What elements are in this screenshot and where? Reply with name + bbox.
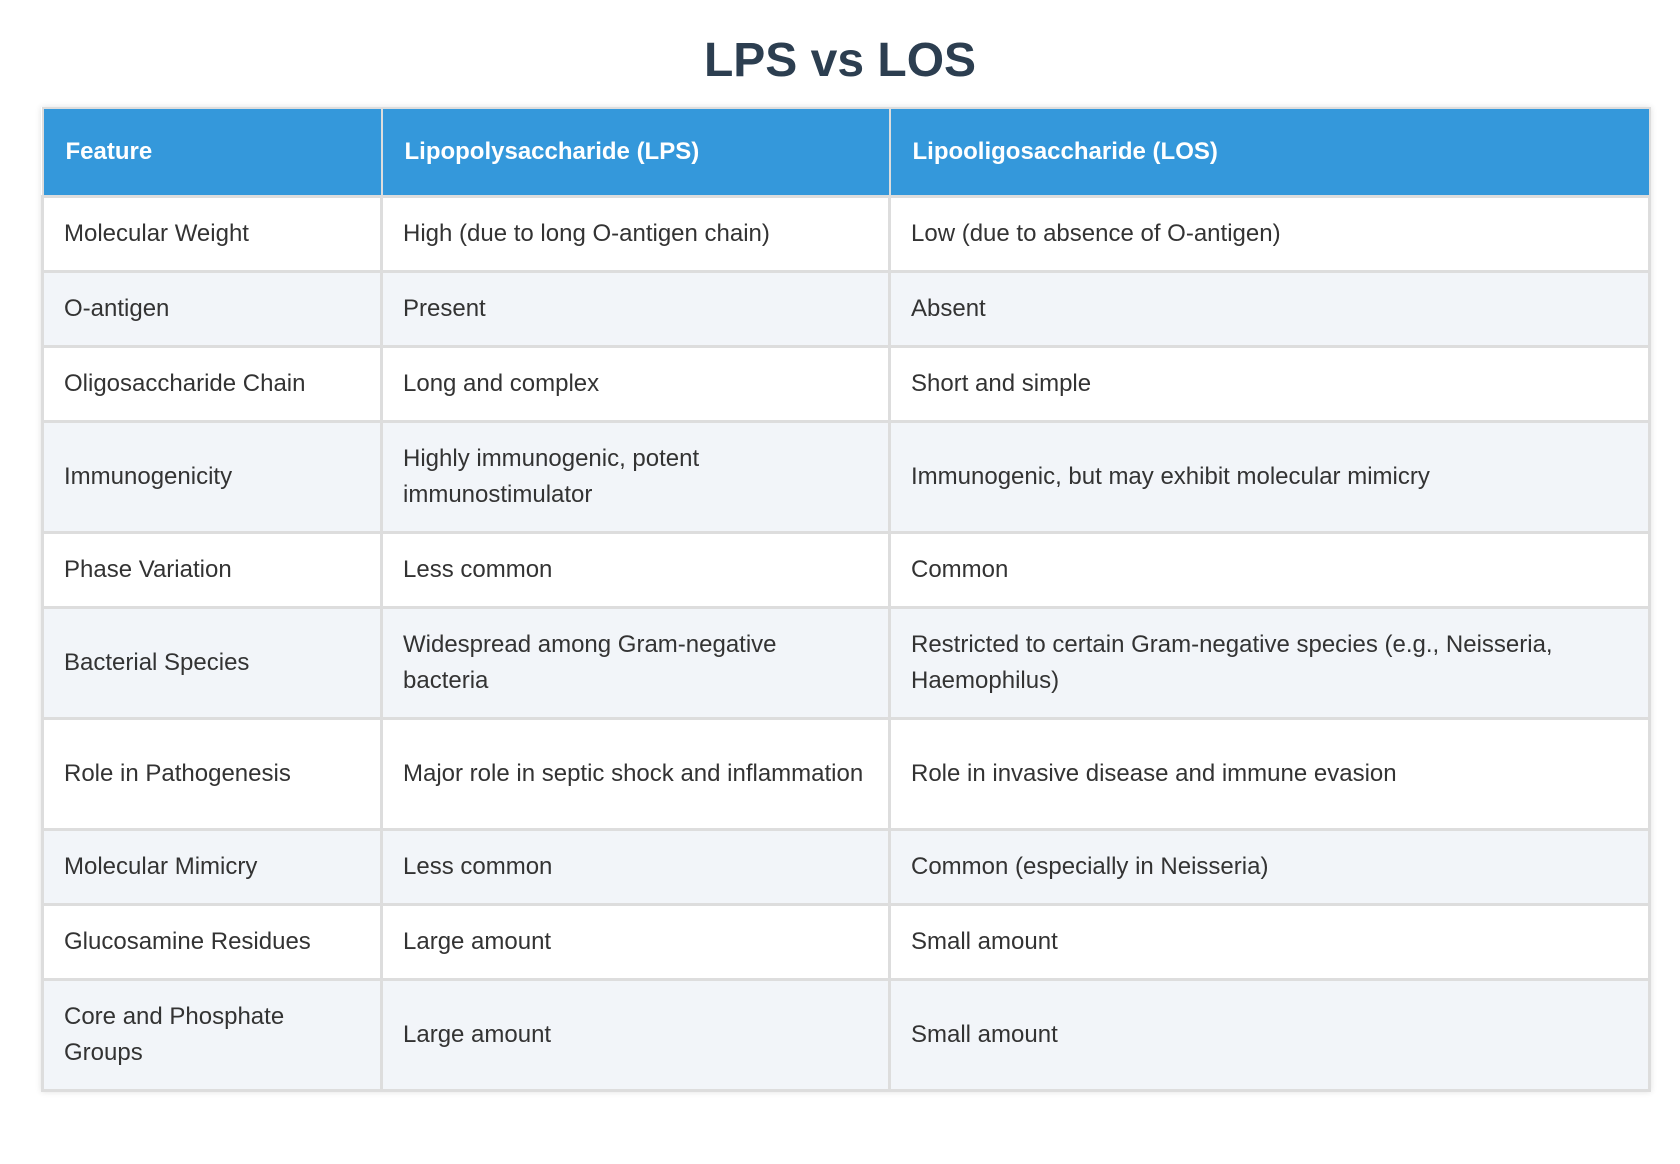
header-los: Lipooligosaccharide (LOS)	[888, 107, 1651, 198]
cell-los: Low (due to absence of O-antigen)	[888, 195, 1651, 273]
cell-los: Common	[888, 531, 1651, 609]
cell-lps: Long and complex	[380, 345, 891, 423]
cell-los: Immunogenic, but may exhibit molecular m…	[888, 420, 1651, 534]
cell-lps: High (due to long O-antigen chain)	[380, 195, 891, 273]
comparison-table: Feature Lipopolysaccharide (LPS) Lipooli…	[41, 107, 1651, 1092]
cell-feature: Glucosamine Residues	[41, 903, 383, 981]
table-body: Molecular Weight High (due to long O-ant…	[41, 195, 1651, 1092]
table-row: Molecular Mimicry Less common Common (es…	[41, 828, 1651, 906]
table-row: Phase Variation Less common Common	[41, 531, 1651, 609]
cell-feature: Oligosaccharide Chain	[41, 345, 383, 423]
cell-lps: Less common	[380, 828, 891, 906]
cell-feature: Role in Pathogenesis	[41, 717, 383, 831]
cell-feature: O-antigen	[41, 270, 383, 348]
cell-feature: Immunogenicity	[41, 420, 383, 534]
cell-los: Role in invasive disease and immune evas…	[888, 717, 1651, 831]
table-row: Molecular Weight High (due to long O-ant…	[41, 195, 1651, 273]
cell-lps: Present	[380, 270, 891, 348]
cell-los: Small amount	[888, 978, 1651, 1092]
cell-lps: Highly immunogenic, potent immunostimula…	[380, 420, 891, 534]
cell-lps: Less common	[380, 531, 891, 609]
cell-lps: Major role in septic shock and inflammat…	[380, 717, 891, 831]
cell-feature: Molecular Weight	[41, 195, 383, 273]
header-row: Feature Lipopolysaccharide (LPS) Lipooli…	[41, 107, 1651, 198]
cell-lps: Large amount	[380, 903, 891, 981]
cell-feature: Phase Variation	[41, 531, 383, 609]
header-lps: Lipopolysaccharide (LPS)	[380, 107, 891, 198]
comparison-table-container: Feature Lipopolysaccharide (LPS) Lipooli…	[41, 107, 1651, 1092]
cell-los: Small amount	[888, 903, 1651, 981]
cell-los: Absent	[888, 270, 1651, 348]
table-row: Bacterial Species Widespread among Gram-…	[41, 606, 1651, 720]
cell-feature: Bacterial Species	[41, 606, 383, 720]
table-header: Feature Lipopolysaccharide (LPS) Lipooli…	[41, 107, 1651, 198]
cell-lps: Large amount	[380, 978, 891, 1092]
cell-los: Restricted to certain Gram-negative spec…	[888, 606, 1651, 720]
cell-los: Common (especially in Neisseria)	[888, 828, 1651, 906]
table-row: O-antigen Present Absent	[41, 270, 1651, 348]
cell-los: Short and simple	[888, 345, 1651, 423]
table-row: Immunogenicity Highly immunogenic, poten…	[41, 420, 1651, 534]
cell-feature: Molecular Mimicry	[41, 828, 383, 906]
cell-feature: Core and Phosphate Groups	[41, 978, 383, 1092]
table-row: Glucosamine Residues Large amount Small …	[41, 903, 1651, 981]
table-row: Role in Pathogenesis Major role in septi…	[41, 717, 1651, 831]
page-title: LPS vs LOS	[703, 34, 977, 87]
header-feature: Feature	[41, 107, 383, 198]
cell-lps: Widespread among Gram-negative bacteria	[380, 606, 891, 720]
table-row: Core and Phosphate Groups Large amount S…	[41, 978, 1651, 1092]
table-row: Oligosaccharide Chain Long and complex S…	[41, 345, 1651, 423]
